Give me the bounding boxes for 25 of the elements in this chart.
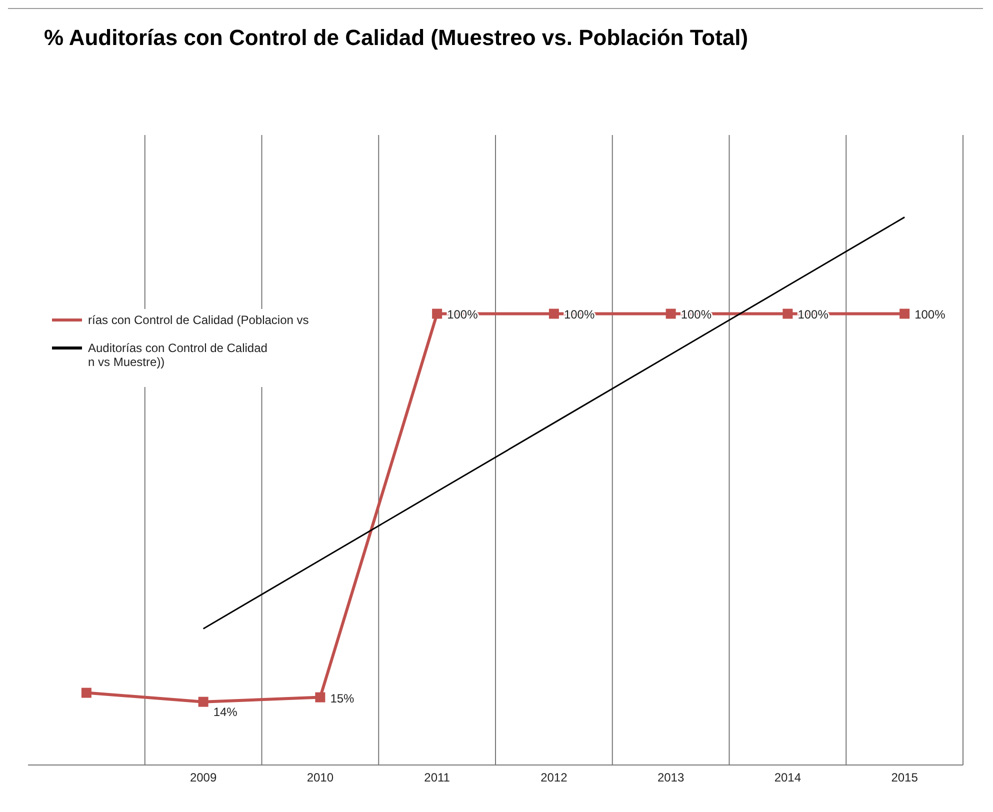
data-label: 14% xyxy=(213,704,238,719)
data-label: 100% xyxy=(680,308,712,322)
point xyxy=(315,692,326,702)
point xyxy=(81,688,92,698)
point xyxy=(548,308,559,319)
x-tick-label: 2009 xyxy=(190,770,217,785)
data-label: 100% xyxy=(798,308,829,322)
point xyxy=(666,308,676,319)
x-tick-label: 2013 xyxy=(657,770,684,785)
data-label: 15% xyxy=(330,691,355,706)
data-label: 100% xyxy=(564,308,595,322)
x-tick-label: 2010 xyxy=(306,770,334,785)
data-label: 100% xyxy=(447,308,478,322)
point xyxy=(198,696,208,707)
legend-label: rías con Control de Calidad (Poblacion vs xyxy=(88,313,309,327)
data-label: 100% xyxy=(914,308,946,322)
point xyxy=(782,308,793,319)
x-tick-label: 2012 xyxy=(540,770,568,785)
chart-title: % Auditorías con Control de Calidad (Muestreo vs. Población Total) xyxy=(43,24,750,52)
point xyxy=(900,308,910,319)
x-tick-label: 2014 xyxy=(774,770,802,785)
point xyxy=(432,308,442,319)
x-tick-label: 2011 xyxy=(424,770,450,785)
legend-label: Auditorías con Control de Calidad n vs Muestre)) xyxy=(88,341,268,369)
x-tick-label: 2015 xyxy=(891,770,918,785)
